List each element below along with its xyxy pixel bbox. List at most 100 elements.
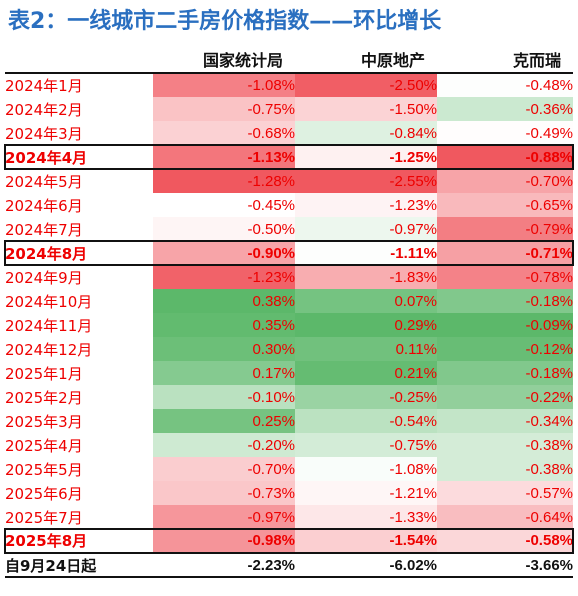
row-label: 2025年4月 xyxy=(5,436,83,455)
value-cell-nbs: -0.50% xyxy=(153,217,295,241)
value-cell-cric: -0.48% xyxy=(437,73,573,97)
total-cell-centaline: -6.02% xyxy=(295,552,437,578)
value-cell-nbs: -0.75% xyxy=(153,97,295,121)
value-cell-cric: -0.57% xyxy=(437,481,573,505)
row-label: 2024年9月 xyxy=(5,268,83,287)
row-label: 2024年2月 xyxy=(5,100,83,119)
value-cell-cric: -0.70% xyxy=(437,169,573,193)
value-cell-centaline: 0.21% xyxy=(295,361,437,385)
row-label: 2024年11月 xyxy=(5,316,93,335)
value-cell-centaline: -0.97% xyxy=(295,217,437,241)
row-label: 2025年2月 xyxy=(5,388,83,407)
value-cell-centaline: -1.33% xyxy=(295,505,437,529)
table-row: 2025年5月 -0.70% -1.08% -0.38% xyxy=(5,457,573,481)
header-nbs: 国家统计局 xyxy=(153,45,295,74)
value-cell-cric: -0.64% xyxy=(437,505,573,529)
value-cell-nbs: -0.90% xyxy=(153,241,295,265)
row-label: 2025年1月 xyxy=(5,364,83,383)
value-cell-centaline: -1.50% xyxy=(295,97,437,121)
table-row: 2024年2月 -0.75% -1.50% -0.36% xyxy=(5,97,573,121)
value-cell-cric: -0.12% xyxy=(437,337,573,361)
value-cell-centaline: 0.07% xyxy=(295,289,437,313)
value-cell-centaline: -0.54% xyxy=(295,409,437,433)
table-row-highlighted: 2024年4月 -1.13% -1.25% -0.88% xyxy=(4,144,574,170)
value-cell-cric: -0.18% xyxy=(437,289,573,313)
value-cell-nbs: -1.08% xyxy=(153,73,295,97)
value-cell-nbs: -0.73% xyxy=(153,481,295,505)
table-row: 2024年12月 0.30% 0.11% -0.12% xyxy=(5,337,573,361)
value-cell-nbs: 0.30% xyxy=(153,337,295,361)
table-row: 2024年3月 -0.68% -0.84% -0.49% xyxy=(5,121,573,145)
value-cell-cric: -0.58% xyxy=(437,529,573,553)
table-row: 2024年6月 -0.45% -1.23% -0.65% xyxy=(5,193,573,217)
value-cell-nbs: 0.38% xyxy=(153,289,295,313)
value-cell-cric: -0.78% xyxy=(437,265,573,289)
value-cell-nbs: -1.13% xyxy=(153,145,295,169)
table-row-highlighted: 2025年8月 -0.98% -1.54% -0.58% xyxy=(4,528,574,554)
value-cell-centaline: -2.50% xyxy=(295,73,437,97)
value-cell-cric: -0.38% xyxy=(437,433,573,457)
value-cell-cric: -0.38% xyxy=(437,457,573,481)
value-cell-nbs: 0.17% xyxy=(153,361,295,385)
value-cell-cric: -0.65% xyxy=(437,193,573,217)
row-label: 2024年6月 xyxy=(5,196,83,215)
header-cric: 克而瑞 xyxy=(437,45,573,74)
header-row: 国家统计局 中原地产 克而瑞 xyxy=(5,45,573,74)
value-cell-centaline: -0.25% xyxy=(295,385,437,409)
table-row-highlighted: 2024年8月 -0.90% -1.11% -0.71% xyxy=(4,240,574,266)
row-label: 2024年3月 xyxy=(5,124,83,143)
table-row: 2024年10月 0.38% 0.07% -0.18% xyxy=(5,289,573,313)
table-row: 2024年9月 -1.23% -1.83% -0.78% xyxy=(5,265,573,289)
row-label: 2024年1月 xyxy=(5,77,83,95)
table-row: 2024年5月 -1.28% -2.55% -0.70% xyxy=(5,169,573,193)
value-cell-nbs: -0.98% xyxy=(153,529,295,553)
value-cell-cric: -0.88% xyxy=(437,145,573,169)
table-row: 2025年6月 -0.73% -1.21% -0.57% xyxy=(5,481,573,505)
value-cell-nbs: -0.20% xyxy=(153,433,295,457)
value-cell-centaline: 0.29% xyxy=(295,313,437,337)
value-cell-nbs: -0.68% xyxy=(153,121,295,145)
row-label: 2024年4月 xyxy=(5,148,88,167)
value-cell-centaline: -1.23% xyxy=(295,193,437,217)
table-row: 2025年3月 0.25% -0.54% -0.34% xyxy=(5,409,573,433)
table-row: 2025年2月 -0.10% -0.25% -0.22% xyxy=(5,385,573,409)
total-label: 自9月24日起 xyxy=(5,552,153,578)
row-label: 2024年7月 xyxy=(5,220,83,239)
value-cell-nbs: -0.10% xyxy=(153,385,295,409)
value-cell-cric: -0.36% xyxy=(437,97,573,121)
table-row: 2024年1月 -1.08% -2.50% -0.48% xyxy=(5,73,573,97)
value-cell-centaline: -1.11% xyxy=(295,241,437,265)
value-cell-centaline: -0.84% xyxy=(295,121,437,145)
table-row: 2025年1月 0.17% 0.21% -0.18% xyxy=(5,361,573,385)
value-cell-nbs: -0.70% xyxy=(153,457,295,481)
row-label: 2025年8月 xyxy=(5,532,88,550)
value-cell-nbs: 0.25% xyxy=(153,409,295,433)
total-row: 自9月24日起 -2.23% -6.02% -3.66% xyxy=(5,552,573,578)
value-cell-centaline: -1.21% xyxy=(295,481,437,505)
value-cell-cric: -0.79% xyxy=(437,217,573,241)
row-label: 2024年10月 xyxy=(5,292,93,311)
page-title: 表2：一线城市二手房价格指数——环比增长 xyxy=(8,9,442,34)
table-row: 2025年7月 -0.97% -1.33% -0.64% xyxy=(5,505,573,529)
value-cell-nbs: 0.35% xyxy=(153,313,295,337)
value-cell-nbs: -0.97% xyxy=(153,505,295,529)
value-cell-centaline: -1.25% xyxy=(295,145,437,169)
header-blank xyxy=(5,45,153,74)
row-label: 2025年3月 xyxy=(5,412,83,431)
value-cell-nbs: -1.28% xyxy=(153,169,295,193)
value-cell-cric: -0.18% xyxy=(437,361,573,385)
table-row: 2024年7月 -0.50% -0.97% -0.79% xyxy=(5,217,573,241)
price-index-table: 国家统计局 中原地产 克而瑞 2024年1月 -1.08% -2.50% -0.48%… xyxy=(4,45,574,578)
value-cell-cric: -0.71% xyxy=(437,241,573,265)
value-cell-centaline: -1.83% xyxy=(295,265,437,289)
value-cell-cric: -0.09% xyxy=(437,313,573,337)
value-cell-cric: -0.22% xyxy=(437,385,573,409)
value-cell-cric: -0.34% xyxy=(437,409,573,433)
table-row: 2024年11月 0.35% 0.29% -0.09% xyxy=(5,313,573,337)
value-cell-cric: -0.49% xyxy=(437,121,573,145)
row-label: 2025年7月 xyxy=(5,508,83,527)
row-label: 2025年6月 xyxy=(5,484,83,503)
value-cell-centaline: -1.54% xyxy=(295,529,437,553)
total-cell-cric: -3.66% xyxy=(437,552,573,578)
row-label: 2025年5月 xyxy=(5,460,83,479)
